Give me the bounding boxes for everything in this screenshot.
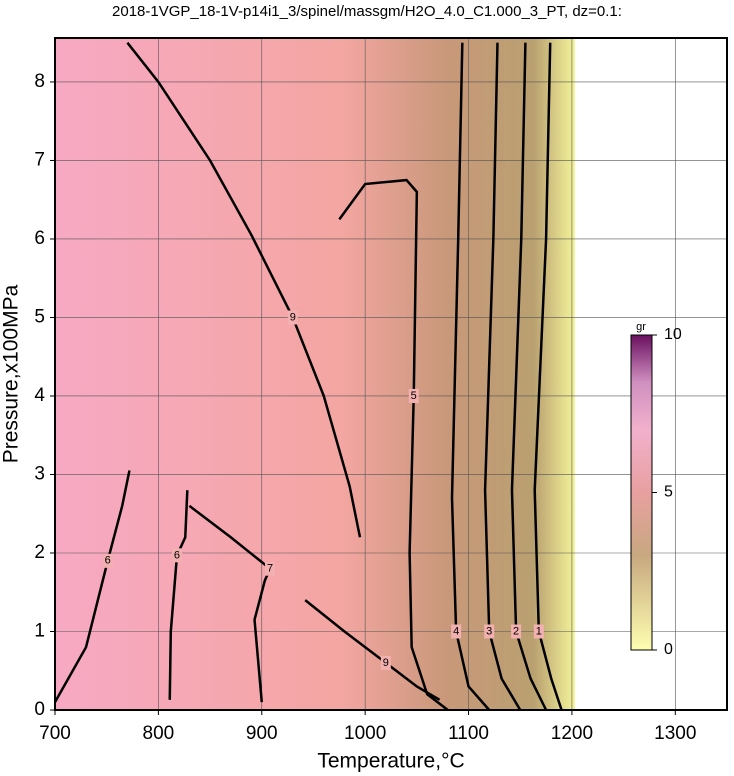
contour-label-bg <box>380 655 391 670</box>
x-tick-label: 800 <box>143 723 175 744</box>
y-tick-label: 6 <box>34 228 45 249</box>
contour-line <box>126 41 362 538</box>
colorbar <box>630 334 653 651</box>
colorbar-tick-label: 10 <box>664 326 682 343</box>
y-tick-label: 0 <box>34 699 45 720</box>
contour-label-bg <box>287 310 298 325</box>
contour-label: 3 <box>486 625 492 637</box>
contour-label: 7 <box>267 563 273 575</box>
y-axis-label: Pressure,x100MPa <box>0 284 23 463</box>
y-tick-label: 5 <box>34 306 45 327</box>
contour-label-bg <box>265 561 276 576</box>
y-tick-label: 1 <box>34 621 45 642</box>
contour-label-bg <box>451 624 462 639</box>
contour-label: 6 <box>105 555 111 567</box>
contour-label: 6 <box>174 549 180 561</box>
contour-label-bg <box>511 624 522 639</box>
x-axis-label: Temperature,°C <box>317 750 464 773</box>
contour-label-bg <box>171 548 182 563</box>
colorbar-label: gr <box>636 321 646 333</box>
contour-label-bg <box>533 624 544 639</box>
contour-label: 9 <box>290 311 296 323</box>
y-tick-label: 3 <box>34 464 45 485</box>
contour-label: 5 <box>411 390 417 402</box>
x-tick-label: 700 <box>39 723 71 744</box>
contour-line <box>533 42 563 711</box>
y-tick-label: 4 <box>34 385 45 406</box>
plot-frame <box>54 37 728 711</box>
y-tick-label: 8 <box>34 71 45 92</box>
contour-line <box>510 42 548 711</box>
colorbar-tick-label: 5 <box>664 484 673 501</box>
contour-label: 1 <box>536 625 542 637</box>
x-tick-label: 1000 <box>344 723 386 744</box>
contour-line <box>483 42 522 711</box>
x-tick-label: 900 <box>246 723 278 744</box>
y-tick-label: 2 <box>34 542 45 563</box>
contour-label-bg <box>484 624 495 639</box>
contour-label: 4 <box>453 625 459 637</box>
contour-line <box>450 42 491 711</box>
x-tick-label: 1200 <box>551 723 593 744</box>
x-tick-label: 1100 <box>448 723 489 744</box>
contour-label: 2 <box>513 625 519 637</box>
contour-label-bg <box>102 553 113 568</box>
y-tick-label: 7 <box>34 149 45 170</box>
x-tick-label: 1300 <box>654 723 696 744</box>
contour-label: 9 <box>383 657 389 669</box>
chart-title: 2018-1VGP_18-1V-p14i1_3/spinel/massgm/H2… <box>112 3 622 20</box>
contour-label-bg <box>408 388 419 403</box>
colorbar-tick-label: 0 <box>664 641 673 658</box>
